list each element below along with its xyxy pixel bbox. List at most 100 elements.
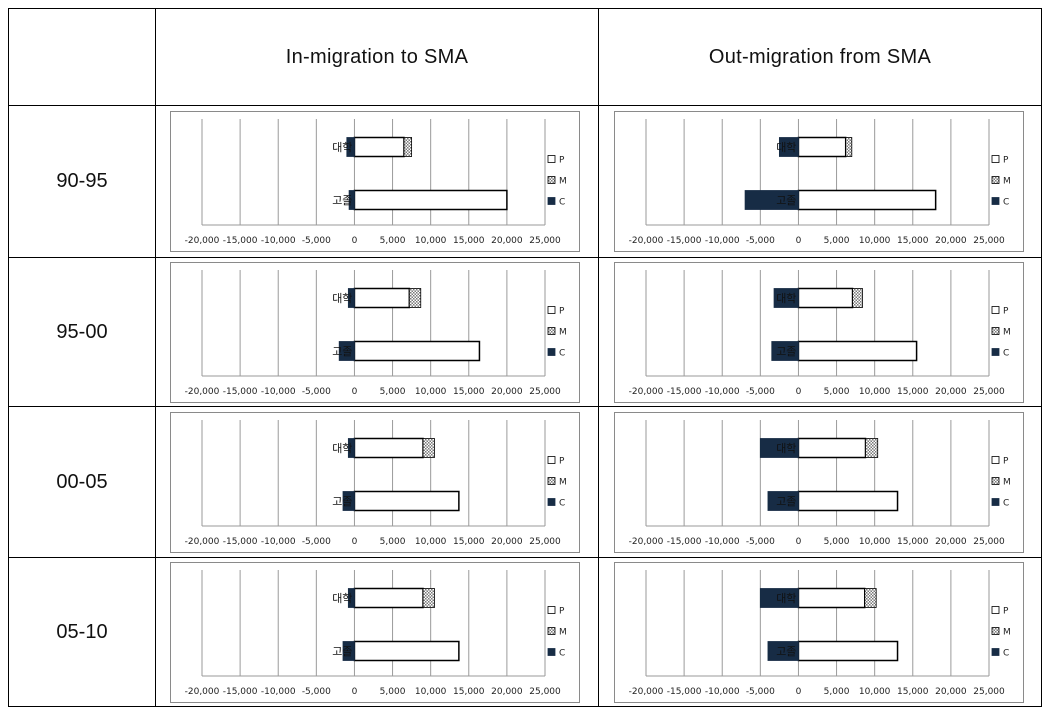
c5-x-tick-label: -15,000 xyxy=(667,537,702,547)
c6-legend-swatch-P xyxy=(547,606,556,614)
c2-bar-C-0 xyxy=(347,288,355,308)
c2-frame xyxy=(170,262,580,403)
c1-x-tick-label: -20,000 xyxy=(629,236,664,246)
c1-x-tick-label: 25,000 xyxy=(973,236,1005,246)
c0-x-tick-label: 0 xyxy=(352,236,358,246)
c5-x-tick-label: 25,000 xyxy=(973,537,1005,547)
c2-legend-swatch-P xyxy=(547,306,556,314)
c1-bar-M-0 xyxy=(845,137,853,157)
c5-bar-P-0 xyxy=(797,437,867,459)
period-label-05-10: 05-10 xyxy=(56,620,108,643)
c0-legend-swatch-P xyxy=(547,155,556,163)
c2-x-tick-label: 10,000 xyxy=(415,387,447,397)
c4-bar-P-1 xyxy=(353,490,460,512)
c7-x-tick-label: -20,000 xyxy=(629,687,664,697)
c6-x-tick-label: 5,000 xyxy=(380,687,406,697)
c0-x-tick-label: 20,000 xyxy=(491,236,523,246)
c3-category-label: 고졸 xyxy=(776,345,796,358)
c4-x-tick-label: 5,000 xyxy=(380,537,406,547)
c3-x-tick-label: -15,000 xyxy=(667,387,702,397)
c0-frame xyxy=(170,111,580,252)
c2-bar-C-1 xyxy=(338,341,355,361)
c7-x-tick-label: -10,000 xyxy=(705,687,740,697)
c2-legend-swatch-C xyxy=(547,348,556,356)
c4-x-tick-label: 20,000 xyxy=(491,537,523,547)
chart-95-00-out-migration: -20,000 -15,000 -10,000 -5,000 0 5,000 10,000 1… xyxy=(614,262,1024,403)
c5-category-label: 대학 xyxy=(776,442,796,455)
c3-bar-C-0 xyxy=(773,288,799,308)
c4-legend-swatch-M xyxy=(547,477,556,485)
chart-05-10-out-migration: -20,000 -15,000 -10,000 -5,000 0 5,000 10,000 1… xyxy=(614,562,1024,703)
c7-category-label: 대학 xyxy=(776,592,796,605)
c2-legend-label-M: M xyxy=(559,328,567,338)
c5-legend-label-P: P xyxy=(1003,457,1009,467)
c4-bar-C-1 xyxy=(342,491,355,511)
c3-legend-label-C: C xyxy=(1003,349,1009,359)
c4-bar-M-0 xyxy=(422,438,435,458)
c6-x-tick-label: 25,000 xyxy=(529,687,561,697)
c0-legend-swatch-C xyxy=(547,197,556,205)
c7-legend-swatch-M xyxy=(991,627,1000,635)
c7-x-tick-label: 10,000 xyxy=(859,687,891,697)
c4-legend-label-M: M xyxy=(559,478,567,488)
c0-x-tick-label: 10,000 xyxy=(415,236,447,246)
c1-x-tick-label: 10,000 xyxy=(859,236,891,246)
c7-x-tick-label: 5,000 xyxy=(824,687,850,697)
c6-x-tick-label: 0 xyxy=(352,687,358,697)
period-label-90-95: 90-95 xyxy=(56,170,108,192)
c6-x-tick-label: -10,000 xyxy=(261,687,296,697)
c2-legend-label-P: P xyxy=(559,307,565,317)
c6-bar-C-0 xyxy=(347,588,355,608)
c7-legend-swatch-C xyxy=(991,648,1000,656)
c2-x-tick-label: 5,000 xyxy=(380,387,406,397)
c1-category-label: 대학 xyxy=(776,141,796,154)
c3-x-tick-label: 25,000 xyxy=(973,387,1005,397)
c2-bar-P-0 xyxy=(353,287,411,309)
c6-category-label: 대학 xyxy=(332,592,352,605)
c3-x-tick-label: 5,000 xyxy=(824,387,850,397)
c1-x-tick-label: 15,000 xyxy=(897,236,929,246)
c1-x-tick-label: 5,000 xyxy=(824,236,850,246)
c2-legend-label-C: C xyxy=(559,349,565,359)
c3-legend-swatch-M xyxy=(991,327,1000,335)
c1-x-tick-label: 0 xyxy=(796,236,802,246)
c5-bar-C-0 xyxy=(759,438,799,458)
c0-bar-C-0 xyxy=(346,137,355,157)
c0-x-tick-label: 15,000 xyxy=(453,236,485,246)
c3-x-tick-label: 15,000 xyxy=(897,387,929,397)
c3-legend-swatch-P xyxy=(991,306,1000,314)
c4-bar-P-0 xyxy=(353,437,424,459)
c7-x-tick-label: -5,000 xyxy=(746,687,775,697)
c3-legend-label-M: M xyxy=(1003,328,1011,338)
c5-legend-swatch-M xyxy=(991,477,1000,485)
c7-x-tick-label: 25,000 xyxy=(973,687,1005,697)
c5-legend-swatch-C xyxy=(991,498,1000,506)
c0-bar-C-1 xyxy=(348,190,355,210)
c2-legend-swatch-M xyxy=(547,327,556,335)
c6-x-tick-label: -5,000 xyxy=(302,687,331,697)
c6-category-label: 고졸 xyxy=(332,645,352,658)
c4-x-tick-label: 15,000 xyxy=(453,537,485,547)
c5-x-tick-label: -5,000 xyxy=(746,537,775,547)
c3-legend-label-P: P xyxy=(1003,307,1009,317)
c7-frame xyxy=(614,562,1024,703)
c6-legend-label-C: C xyxy=(559,649,565,659)
c7-category-label: 고졸 xyxy=(776,645,796,658)
c3-x-tick-label: -20,000 xyxy=(629,387,664,397)
c4-x-tick-label: -10,000 xyxy=(261,537,296,547)
c3-x-tick-label: -5,000 xyxy=(746,387,775,397)
c1-legend-swatch-C xyxy=(991,197,1000,205)
c2-x-tick-label: -15,000 xyxy=(223,387,258,397)
c5-frame xyxy=(614,412,1024,553)
c4-bar-C-0 xyxy=(347,438,355,458)
c6-x-tick-label: 10,000 xyxy=(415,687,447,697)
c7-x-tick-label: 0 xyxy=(796,687,802,697)
c6-x-tick-label: 15,000 xyxy=(453,687,485,697)
c3-legend-swatch-C xyxy=(991,348,1000,356)
c5-x-tick-label: 15,000 xyxy=(897,537,929,547)
c1-bar-C-1 xyxy=(744,190,799,210)
c5-x-tick-label: 0 xyxy=(796,537,802,547)
c0-category-label: 대학 xyxy=(332,141,352,154)
c0-legend-swatch-M xyxy=(547,176,556,184)
